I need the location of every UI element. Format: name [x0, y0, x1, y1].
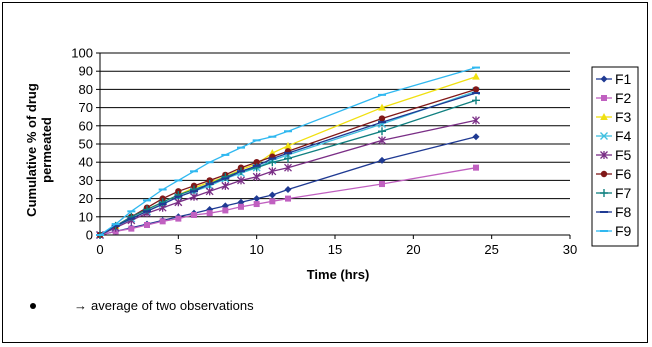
- data-point: [378, 156, 386, 164]
- data-point: [174, 198, 183, 207]
- y-tick-label: 100: [71, 46, 93, 61]
- legend-item: F7: [596, 185, 632, 201]
- arrow-icon: →: [74, 298, 87, 313]
- legend-box: [591, 66, 639, 247]
- data-point: [600, 170, 608, 178]
- legend-label: F7: [615, 185, 632, 201]
- data-point: [238, 203, 244, 210]
- data-point: [284, 186, 292, 193]
- data-point: [269, 198, 276, 205]
- data-point: [600, 189, 608, 197]
- data-point: [253, 201, 260, 208]
- data-point: [252, 172, 261, 181]
- legend-label: F6: [615, 166, 632, 182]
- x-tick-label: 25: [484, 242, 498, 257]
- data-point: [284, 141, 292, 149]
- series-layer: [96, 66, 480, 239]
- y-tick-label: 10: [79, 209, 93, 224]
- data-point: [159, 218, 166, 225]
- data-point: [285, 195, 291, 202]
- y-tick-label: 40: [79, 155, 93, 170]
- legend-item: F1: [596, 71, 632, 87]
- data-point: [206, 210, 213, 217]
- y-tick-label: 20: [79, 191, 93, 206]
- data-point: [601, 95, 607, 101]
- y-tick-label: 0: [86, 228, 93, 243]
- data-point: [175, 215, 182, 222]
- data-point: [268, 167, 277, 176]
- data-point: [268, 191, 276, 199]
- data-point: [472, 133, 480, 141]
- legend-label: F4: [615, 128, 632, 144]
- y-tick-label: 60: [79, 118, 93, 133]
- data-point: [600, 132, 608, 140]
- legend-label: F3: [615, 109, 632, 125]
- legend-label: F1: [615, 71, 632, 87]
- legend-label: F2: [615, 90, 632, 106]
- series-f8: [96, 92, 480, 236]
- data-point: [600, 75, 608, 83]
- chart-frame: [2, 2, 648, 343]
- data-point: [253, 159, 260, 166]
- data-point: [222, 207, 229, 214]
- data-point: [472, 116, 480, 125]
- legend-label: F8: [615, 204, 632, 220]
- legend: F1 F2 F3 F4 F5 F6 F7 F8 F9: [591, 66, 639, 247]
- x-tick-label: 0: [96, 242, 103, 257]
- data-point: [473, 164, 479, 171]
- y-tick-label: 50: [79, 137, 93, 152]
- data-point: [600, 113, 608, 120]
- legend-item: F6: [596, 166, 632, 182]
- data-point: [378, 127, 386, 136]
- footnote-text: average of two observations: [91, 298, 254, 313]
- data-point: [378, 103, 386, 111]
- y-axis-label: Cumulative % of drug permeated: [24, 83, 54, 217]
- x-tick-label: 5: [175, 242, 182, 257]
- data-point: [284, 163, 292, 172]
- data-point: [379, 181, 385, 188]
- data-point: [190, 192, 198, 201]
- y-tick-label: 70: [79, 100, 93, 115]
- data-point: [472, 96, 480, 105]
- legend-item: F9: [596, 223, 632, 239]
- y-axis-label-line-1: Cumulative % of drug: [24, 83, 39, 217]
- x-tick-label: 30: [563, 242, 577, 257]
- x-axis-label: Time (hrs): [307, 267, 370, 282]
- y-tick-label: 90: [79, 64, 93, 79]
- data-point: [378, 136, 386, 145]
- y-tick-label: 30: [79, 173, 93, 188]
- legend-label: F5: [615, 147, 632, 163]
- data-point: [237, 176, 245, 185]
- data-point: [191, 211, 197, 218]
- data-point: [144, 221, 150, 228]
- x-tick-label: 20: [406, 242, 420, 257]
- legend-item: F5: [596, 147, 632, 163]
- legend-item: F3: [596, 109, 632, 125]
- data-point: [472, 72, 480, 80]
- axes: 0 10 20 30 40 50 60 70 80 90 100 0 5 10 15 20 25 30: [71, 46, 577, 258]
- data-point: [600, 151, 608, 159]
- data-point: [472, 86, 480, 93]
- bullet-icon: [30, 302, 36, 309]
- y-tick-label: 80: [79, 82, 93, 97]
- data-point: [253, 195, 261, 203]
- legend-item: F8: [596, 204, 632, 220]
- data-point: [221, 181, 230, 190]
- data-point: [205, 187, 214, 196]
- data-point: [284, 154, 292, 163]
- legend-item: F2: [596, 90, 632, 106]
- data-point: [378, 115, 386, 122]
- legend-label: F9: [615, 223, 632, 239]
- x-tick-label: 15: [328, 242, 342, 257]
- series-f2: [97, 164, 479, 238]
- x-tick-label: 10: [249, 242, 263, 257]
- y-axis-label-line-2: permeated: [39, 117, 54, 183]
- data-point: [128, 225, 135, 232]
- series-f9: [96, 66, 480, 236]
- legend-item: F4: [596, 128, 632, 144]
- footnote: → average of two observations: [30, 298, 254, 313]
- series-line: [99, 90, 477, 236]
